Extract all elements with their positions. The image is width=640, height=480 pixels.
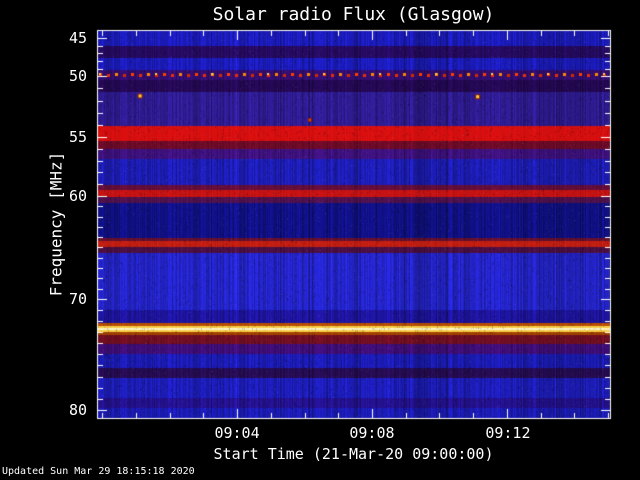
y-tick-label: 80 [68, 400, 87, 419]
x-tick-label: 09:12 [485, 424, 531, 442]
x-axis-label: Start Time (21-Mar-20 09:00:00) [213, 445, 494, 463]
y-tick-label: 45 [68, 29, 87, 48]
y-axis-label: Frequency [MHz] [46, 151, 66, 297]
x-tick-label: 09:04 [214, 424, 260, 442]
updated-timestamp: Updated Sun Mar 29 18:15:18 2020 [2, 466, 195, 477]
x-tick-label: 09:08 [349, 424, 395, 442]
y-tick-label: 70 [68, 289, 87, 308]
y-tick-label: 55 [68, 128, 87, 147]
y-tick-label: 50 [68, 67, 87, 86]
chart-title: Solar radio Flux (Glasgow) [212, 4, 495, 25]
y-tick-label: 60 [68, 187, 87, 206]
